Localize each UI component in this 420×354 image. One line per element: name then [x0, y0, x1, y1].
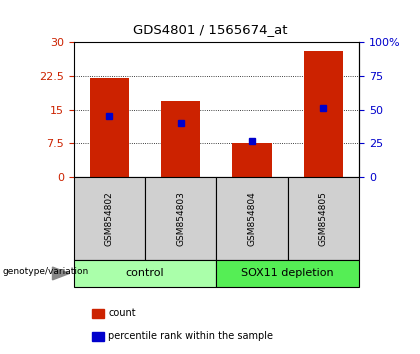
Bar: [304, 51, 343, 177]
Text: control: control: [126, 268, 164, 279]
Text: GDS4801 / 1565674_at: GDS4801 / 1565674_at: [133, 23, 287, 36]
Text: GSM854804: GSM854804: [247, 191, 257, 246]
Bar: [161, 101, 200, 177]
Text: SOX11 depletion: SOX11 depletion: [241, 268, 334, 279]
Text: GSM854805: GSM854805: [319, 191, 328, 246]
Text: GSM854802: GSM854802: [105, 191, 114, 246]
Bar: [89, 78, 129, 177]
Bar: [232, 143, 272, 177]
Text: count: count: [108, 308, 136, 318]
Text: genotype/variation: genotype/variation: [2, 267, 88, 276]
Text: percentile rank within the sample: percentile rank within the sample: [108, 331, 273, 341]
Text: GSM854803: GSM854803: [176, 191, 185, 246]
